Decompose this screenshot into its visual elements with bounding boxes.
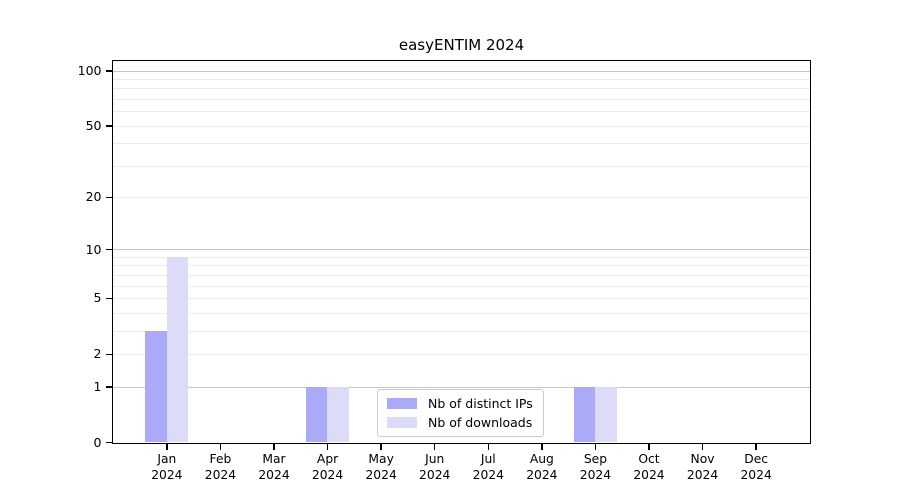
x-tick-year: 2024 (151, 468, 183, 482)
x-tick-mark (273, 444, 275, 450)
minor-gridline (113, 312, 810, 314)
x-tick-month: Feb (209, 452, 232, 466)
x-tick-year: 2024 (419, 468, 451, 482)
bar-distinct-ips (573, 386, 596, 443)
x-tick-label: Nov 2024 (671, 451, 735, 483)
minor-gridline (113, 125, 810, 127)
y-tick-label: 50 (85, 117, 102, 133)
y-tick-label: 10 (85, 241, 102, 257)
x-tick-month: Aug (529, 452, 554, 466)
x-tick-mark (755, 444, 757, 450)
x-tick-label: Apr 2024 (296, 451, 360, 483)
x-tick-year: 2024 (579, 468, 612, 482)
x-tick-month: Apr (316, 452, 339, 466)
y-tick-mark (105, 248, 112, 251)
legend-item-distinct-ips: Nb of distinct IPs (387, 396, 534, 411)
bar-distinct-ips (305, 386, 328, 443)
x-tick-month: Jan (157, 452, 177, 466)
minor-gridline (113, 285, 810, 287)
legend-item-downloads: Nb of downloads (387, 415, 534, 430)
x-tick-label: Feb 2024 (188, 451, 252, 483)
plot-area (112, 60, 811, 444)
y-tick-label: 100 (77, 62, 102, 78)
x-tick-label: Dec 2024 (724, 451, 788, 483)
x-tick-mark (594, 444, 597, 450)
x-tick-label: Aug 2024 (510, 451, 574, 483)
x-tick-label: Jul 2024 (456, 451, 520, 483)
legend-label-distinct-ips: Nb of distinct IPs (428, 396, 533, 411)
x-tick-year: 2024 (258, 468, 290, 482)
x-tick-mark (380, 444, 382, 450)
minor-gridline (113, 274, 810, 276)
legend: Nb of distinct IPs Nb of downloads (377, 389, 544, 437)
bar-distinct-ips (145, 330, 167, 443)
bar-downloads (166, 256, 189, 443)
y-tick-mark (105, 125, 112, 127)
y-tick-label: 1 (93, 378, 102, 394)
minor-gridline (113, 298, 810, 300)
bar-downloads (595, 386, 617, 443)
legend-swatch-distinct-ips-icon (387, 398, 417, 409)
x-tick-mark (648, 444, 650, 450)
y-tick-label: 20 (85, 189, 102, 205)
major-gridline (113, 70, 810, 72)
x-tick-month: Dec (744, 452, 769, 466)
x-tick-mark (219, 444, 222, 450)
x-tick-year: 2024 (204, 468, 237, 482)
major-gridline (113, 249, 810, 251)
x-tick-label: Oct 2024 (617, 451, 681, 483)
y-tick-mark (105, 353, 112, 355)
x-tick-label: May 2024 (349, 451, 413, 483)
x-tick-month: May (368, 452, 394, 466)
minor-gridline (113, 88, 810, 90)
y-tick-label: 5 (93, 290, 102, 306)
minor-gridline (113, 165, 810, 167)
y-tick-mark (105, 196, 112, 199)
x-tick-year: 2024 (472, 468, 504, 482)
x-tick-mark (434, 444, 436, 450)
x-tick-mark (166, 444, 168, 450)
minor-gridline (113, 353, 810, 355)
x-tick-year: 2024 (740, 468, 772, 482)
x-tick-mark (541, 444, 543, 450)
x-tick-label: Jan 2024 (135, 451, 199, 483)
minor-gridline (113, 330, 810, 332)
x-tick-label: Jun 2024 (403, 451, 467, 483)
x-tick-month: Jul (480, 452, 496, 466)
x-tick-year: 2024 (526, 468, 558, 482)
x-tick-mark (701, 444, 704, 450)
minor-gridline (113, 99, 810, 101)
x-tick-label: Sep 2024 (563, 451, 627, 483)
x-tick-label: Mar 2024 (242, 451, 306, 483)
minor-gridline (113, 197, 810, 199)
y-tick-mark (105, 297, 112, 299)
y-tick-mark (105, 70, 112, 72)
y-tick-mark (105, 442, 112, 444)
legend-label-downloads: Nb of downloads (428, 415, 533, 430)
x-tick-month: Sep (583, 452, 608, 466)
y-tick-mark (105, 386, 112, 388)
x-tick-mark (326, 444, 329, 450)
legend-swatch-downloads-icon (387, 417, 417, 428)
x-tick-month: Nov (690, 452, 715, 466)
x-tick-year: 2024 (633, 468, 665, 482)
minor-gridline (113, 111, 810, 113)
x-tick-year: 2024 (365, 468, 397, 482)
chart-title: easyENTIM 2024 (398, 36, 525, 54)
x-tick-year: 2024 (311, 468, 344, 482)
x-tick-year: 2024 (686, 468, 719, 482)
x-tick-month: Jun (425, 452, 445, 466)
minor-gridline (113, 143, 810, 145)
x-tick-month: Oct (638, 452, 660, 466)
minor-gridline (113, 256, 810, 258)
y-tick-label: 2 (93, 346, 102, 362)
y-tick-label: 0 (93, 434, 102, 450)
minor-gridline (113, 265, 810, 267)
x-tick-month: Mar (262, 452, 286, 466)
bar-downloads (327, 386, 349, 443)
x-tick-mark (487, 444, 489, 450)
major-gridline (113, 386, 810, 388)
minor-gridline (113, 79, 810, 81)
